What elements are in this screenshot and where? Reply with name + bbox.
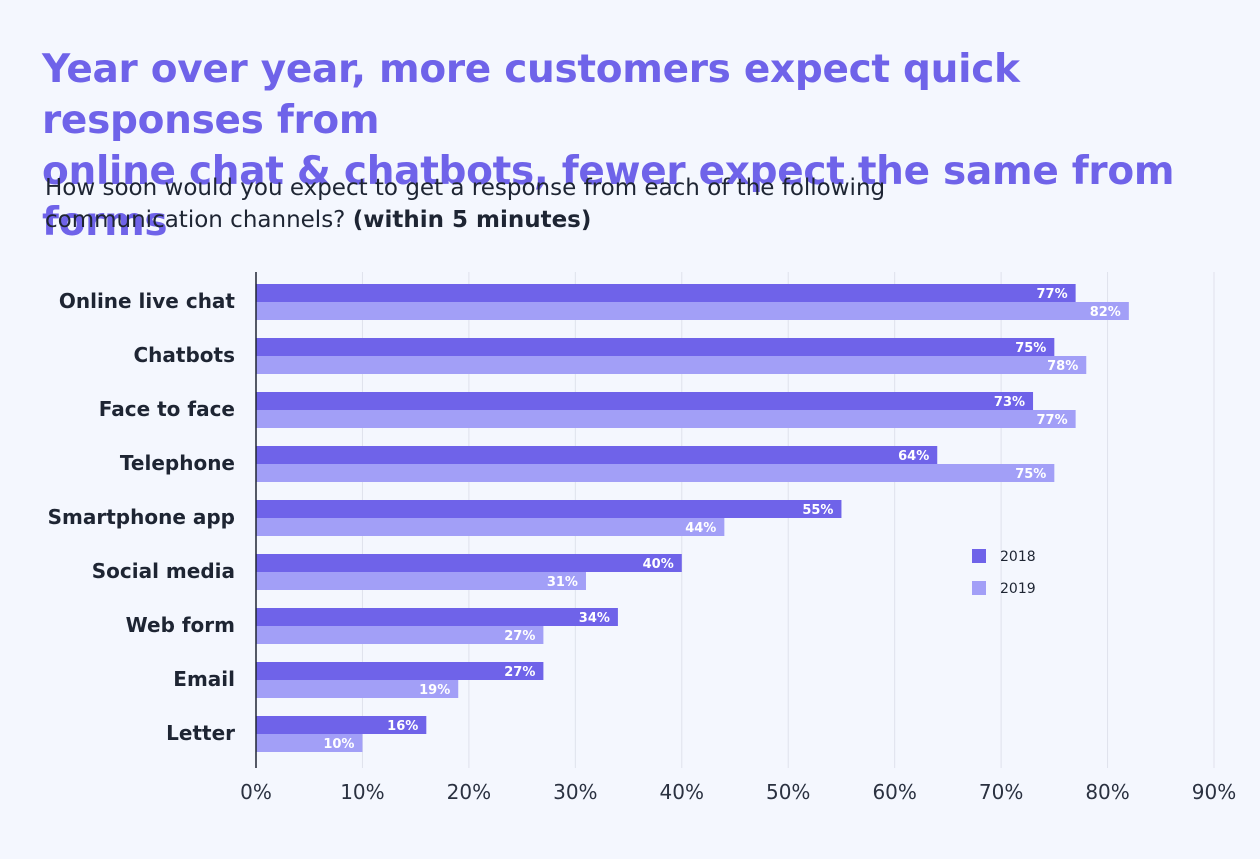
category-label-social-media: Social media [92, 559, 235, 583]
data-label-2018-telephone: 64% [898, 449, 929, 464]
data-label-2019-email: 19% [419, 683, 450, 698]
data-label-2018-social-media: 40% [643, 557, 674, 572]
x-tick-label-20: 20% [447, 780, 491, 804]
data-label-2018-face-to-face: 73% [994, 395, 1025, 410]
x-tick-label-80: 80% [1085, 780, 1129, 804]
bar-2018-face-to-face [256, 392, 1034, 410]
chart-title-line2: online chat & chatbots, fewer expect the… [42, 149, 1175, 245]
data-label-2019-telephone: 75% [1015, 467, 1046, 482]
bar-2019-social-media [256, 572, 586, 590]
x-tick-label-10: 10% [340, 780, 384, 804]
category-label-web-form: Web form [126, 613, 235, 637]
chart-title-line1: Year over year, more customers expect qu… [42, 47, 1020, 143]
bar-2019-face-to-face [256, 410, 1076, 428]
bar-2018-smartphone-app [256, 500, 842, 518]
chart-subtitle-line2-wrap: communication channels? (within 5 minute… [45, 204, 1045, 236]
category-label-online-live-chat: Online live chat [59, 289, 236, 313]
bar-2018-social-media [256, 554, 682, 572]
bar-2018-online-live-chat [256, 284, 1076, 302]
x-tick-label-70: 70% [979, 780, 1023, 804]
bar-2019-online-live-chat [256, 302, 1129, 320]
category-label-smartphone-app: Smartphone app [48, 505, 235, 529]
data-label-2018-email: 27% [504, 665, 535, 680]
data-label-2019-chatbots: 78% [1047, 359, 1078, 374]
bar-2018-web-form [256, 608, 618, 626]
legend-swatch-2018 [972, 549, 986, 563]
bar-2018-email [256, 662, 544, 680]
chart-title: Year over year, more customers expect qu… [42, 44, 1232, 248]
data-labels: 77%82%75%78%73%77%64%75%55%44%40%31%34%2… [323, 287, 1121, 752]
data-label-2018-letter: 16% [387, 719, 418, 734]
data-label-2019-social-media: 31% [547, 575, 578, 590]
category-label-chatbots: Chatbots [134, 343, 236, 367]
legend-swatch-2019 [972, 581, 986, 595]
category-label-telephone: Telephone [120, 451, 235, 475]
bar-2019-letter [256, 734, 363, 752]
x-tick-label-30: 30% [553, 780, 597, 804]
data-label-2019-web-form: 27% [504, 629, 535, 644]
x-tick-label-40: 40% [660, 780, 704, 804]
bar-2018-telephone [256, 446, 938, 464]
data-label-2018-online-live-chat: 77% [1036, 287, 1067, 302]
bar-2019-smartphone-app [256, 518, 725, 536]
bars [256, 284, 1129, 752]
x-tick-label-60: 60% [872, 780, 916, 804]
legend-label-2018: 2018 [1000, 549, 1036, 565]
bar-2018-chatbots [256, 338, 1055, 356]
bar-2019-telephone [256, 464, 1055, 482]
x-axis-tick-labels: 0% 10% 20% 30% 40% 50% 60% 70% 80% 90% [240, 780, 1236, 804]
data-label-2019-face-to-face: 77% [1036, 413, 1067, 428]
x-tick-label-90: 90% [1192, 780, 1236, 804]
data-label-2019-smartphone-app: 44% [685, 521, 716, 536]
bar-2019-chatbots [256, 356, 1087, 374]
data-label-2019-letter: 10% [323, 737, 354, 752]
chart-subtitle-line2: communication channels? [45, 207, 346, 233]
data-label-2018-smartphone-app: 55% [802, 503, 833, 518]
chart-subtitle-line1: How soon would you expect to get a respo… [45, 175, 886, 201]
legend: 2018 2019 [972, 549, 1036, 597]
x-tick-label-0: 0% [240, 780, 272, 804]
data-label-2018-chatbots: 75% [1015, 341, 1046, 356]
x-tick-label-50: 50% [766, 780, 810, 804]
bar-2019-web-form [256, 626, 544, 644]
category-labels: Online live chat Chatbots Face to face Tele… [48, 289, 236, 745]
data-label-2019-online-live-chat: 82% [1090, 305, 1121, 320]
category-label-letter: Letter [166, 721, 235, 745]
category-label-email: Email [173, 667, 235, 691]
bar-2018-letter [256, 716, 427, 734]
chart-subtitle: How soon would you expect to get a respo… [45, 172, 1045, 236]
category-label-face-to-face: Face to face [99, 397, 235, 421]
legend-label-2019: 2019 [1000, 581, 1036, 597]
chart-subtitle-emphasis: (within 5 minutes) [352, 207, 592, 233]
bar-2019-email [256, 680, 459, 698]
data-label-2018-web-form: 34% [579, 611, 610, 626]
